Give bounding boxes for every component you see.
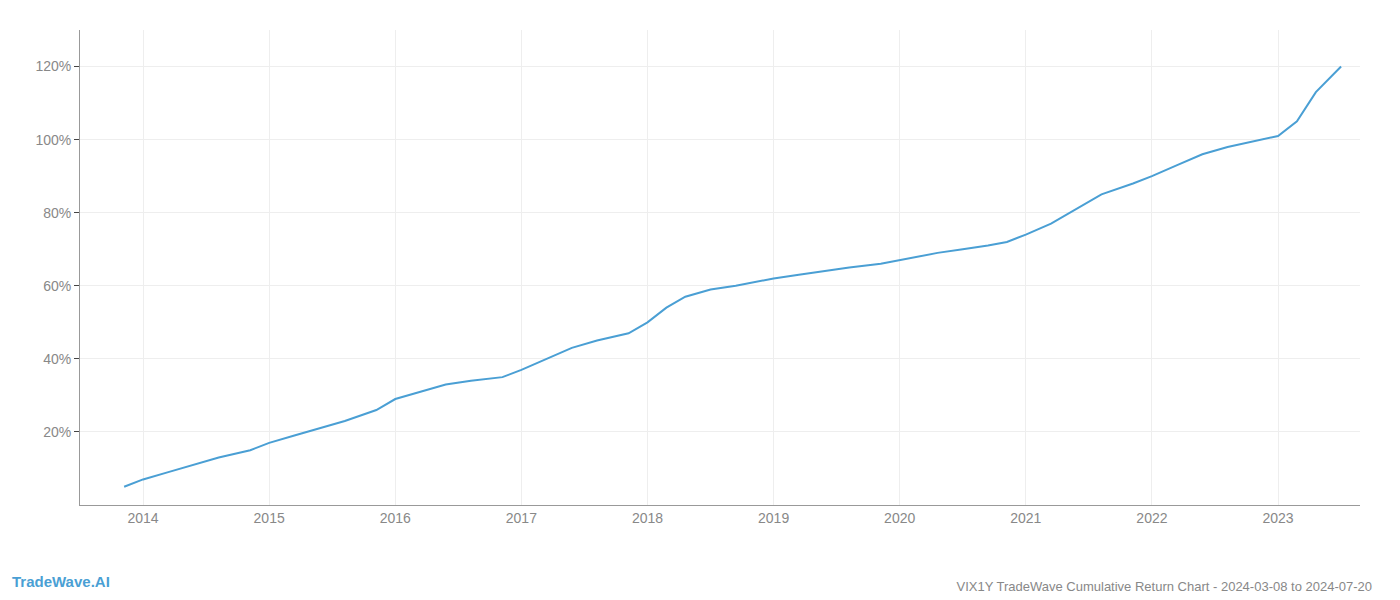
svg-text:20%: 20% bbox=[43, 424, 71, 440]
svg-text:80%: 80% bbox=[43, 205, 71, 221]
svg-text:2022: 2022 bbox=[1136, 510, 1167, 526]
svg-text:100%: 100% bbox=[35, 132, 71, 148]
svg-text:2015: 2015 bbox=[254, 510, 285, 526]
svg-text:2018: 2018 bbox=[632, 510, 663, 526]
svg-text:2019: 2019 bbox=[758, 510, 789, 526]
svg-text:40%: 40% bbox=[43, 351, 71, 367]
svg-text:60%: 60% bbox=[43, 278, 71, 294]
svg-text:2014: 2014 bbox=[127, 510, 158, 526]
svg-text:2020: 2020 bbox=[884, 510, 915, 526]
svg-text:2017: 2017 bbox=[506, 510, 537, 526]
svg-text:2021: 2021 bbox=[1010, 510, 1041, 526]
svg-text:TradeWave.AI: TradeWave.AI bbox=[12, 573, 110, 590]
svg-text:120%: 120% bbox=[35, 58, 71, 74]
svg-text:VIX1Y TradeWave Cumulative Ret: VIX1Y TradeWave Cumulative Return Chart … bbox=[956, 579, 1372, 594]
svg-text:2023: 2023 bbox=[1262, 510, 1293, 526]
svg-text:2016: 2016 bbox=[380, 510, 411, 526]
